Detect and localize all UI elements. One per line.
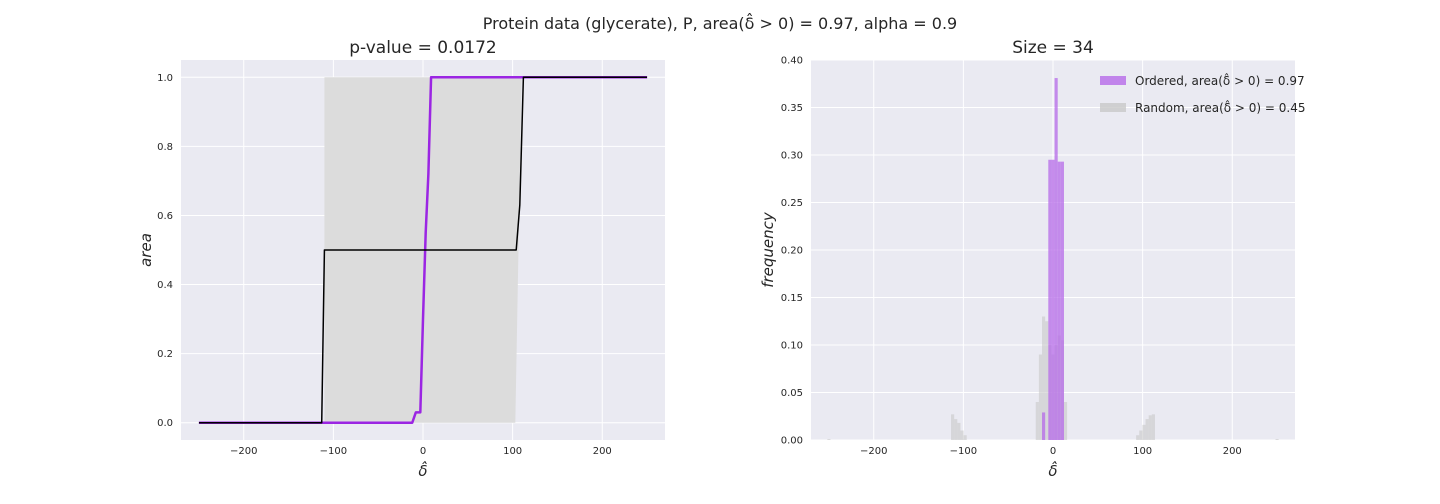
x-tick-label: −100 bbox=[320, 446, 347, 457]
y-tick-label: 0.8 bbox=[157, 142, 173, 153]
legend-label: Random, area(δ̂ > 0) = 0.45 bbox=[1135, 99, 1306, 115]
left-plot-ylabel: area bbox=[137, 233, 155, 267]
figure-suptitle: Protein data (glycerate), P, area(δ̂ > 0… bbox=[483, 13, 957, 33]
right-plot: −200 −100 0 100 200 0.00 0.05 0.10 0.15 0.20 0.25 0… bbox=[759, 38, 1306, 480]
right-plot-xlabel: δ̂ bbox=[1048, 460, 1057, 480]
histogram-bar-series-0 bbox=[1275, 439, 1279, 440]
histogram-bar-series-0 bbox=[1038, 354, 1043, 440]
x-tick-label: 200 bbox=[1223, 446, 1242, 457]
right-plot-bars bbox=[827, 78, 1279, 441]
right-plot-tick-labels: −200 −100 0 100 200 0.00 0.05 0.10 0.15 0.20 0.25 0… bbox=[781, 56, 1242, 458]
histogram-bar-series-0 bbox=[951, 414, 955, 440]
right-plot-ylabel: frequency bbox=[759, 211, 777, 288]
y-tick-label: 0.0 bbox=[157, 418, 173, 429]
left-plot-xlabel: δ̂ bbox=[418, 460, 427, 480]
legend-swatch bbox=[1100, 76, 1126, 85]
y-tick-label: 0.10 bbox=[781, 341, 803, 352]
x-tick-label: 100 bbox=[503, 446, 522, 457]
histogram-bar-series-1 bbox=[1057, 161, 1061, 440]
histogram-bar-series-0 bbox=[957, 422, 961, 440]
left-plot-title: p-value = 0.0172 bbox=[349, 38, 496, 58]
right-plot-title: Size = 34 bbox=[1012, 38, 1094, 58]
y-tick-label: 0.00 bbox=[781, 436, 803, 447]
histogram-bar-series-1 bbox=[1051, 159, 1055, 440]
histogram-bar-series-0 bbox=[1142, 424, 1146, 440]
legend-label: Ordered, area(δ̂ > 0) = 0.97 bbox=[1135, 72, 1305, 88]
x-tick-label: 0 bbox=[1050, 446, 1056, 457]
histogram-bar-series-0 bbox=[1139, 430, 1143, 440]
y-tick-label: 0.05 bbox=[781, 388, 803, 399]
histogram-bar-series-0 bbox=[1148, 415, 1152, 440]
y-tick-label: 0.20 bbox=[781, 246, 803, 257]
histogram-bar-series-0 bbox=[1045, 321, 1049, 440]
legend-swatch bbox=[1100, 103, 1126, 112]
histogram-bar-series-0 bbox=[1136, 435, 1140, 440]
histogram-bar-series-0 bbox=[1063, 402, 1068, 440]
left-plot-tick-labels: −200 −100 0 100 200 0.0 0.2 0.4 0.6 0.8 1.0 bbox=[157, 73, 612, 457]
x-tick-label: 100 bbox=[1133, 446, 1152, 457]
y-tick-label: 0.40 bbox=[781, 56, 803, 67]
series-line-0 bbox=[198, 76, 648, 424]
x-tick-label: −200 bbox=[230, 446, 257, 457]
histogram-bar-series-0 bbox=[963, 435, 967, 440]
histogram-bar-series-0 bbox=[827, 439, 831, 440]
y-tick-label: 0.25 bbox=[781, 198, 803, 209]
left-plot-lines bbox=[198, 76, 648, 424]
right-plot-legend: Ordered, area(δ̂ > 0) = 0.97 Random, area… bbox=[1100, 72, 1306, 115]
histogram-bar-series-0 bbox=[1151, 414, 1155, 440]
x-tick-label: −100 bbox=[950, 446, 977, 457]
histogram-bar-series-1 bbox=[1060, 161, 1064, 440]
histogram-bar-series-0 bbox=[960, 430, 964, 440]
y-tick-label: 0.30 bbox=[781, 151, 803, 162]
x-tick-label: 200 bbox=[593, 446, 612, 457]
histogram-bar-series-0 bbox=[954, 419, 958, 440]
y-tick-label: 0.15 bbox=[781, 293, 803, 304]
histogram-bar-series-0 bbox=[1042, 316, 1046, 440]
left-plot: −200 −100 0 100 200 0.0 0.2 0.4 0.6 0.8 1.0 p-valu… bbox=[137, 38, 665, 480]
y-tick-label: 0.35 bbox=[781, 103, 803, 114]
y-tick-label: 1.0 bbox=[157, 73, 173, 84]
histogram-bar-series-1 bbox=[1042, 412, 1046, 440]
histogram-bar-series-0 bbox=[1145, 419, 1149, 440]
y-tick-label: 0.2 bbox=[157, 349, 173, 360]
histogram-bar-series-1 bbox=[1054, 78, 1058, 441]
histogram-bar-series-1 bbox=[1048, 159, 1052, 440]
series-line-1 bbox=[198, 76, 648, 424]
x-tick-label: 0 bbox=[420, 446, 426, 457]
histogram-bar-series-0 bbox=[1035, 402, 1039, 440]
y-tick-label: 0.6 bbox=[157, 211, 173, 222]
x-tick-label: −200 bbox=[860, 446, 887, 457]
y-tick-label: 0.4 bbox=[157, 280, 173, 291]
